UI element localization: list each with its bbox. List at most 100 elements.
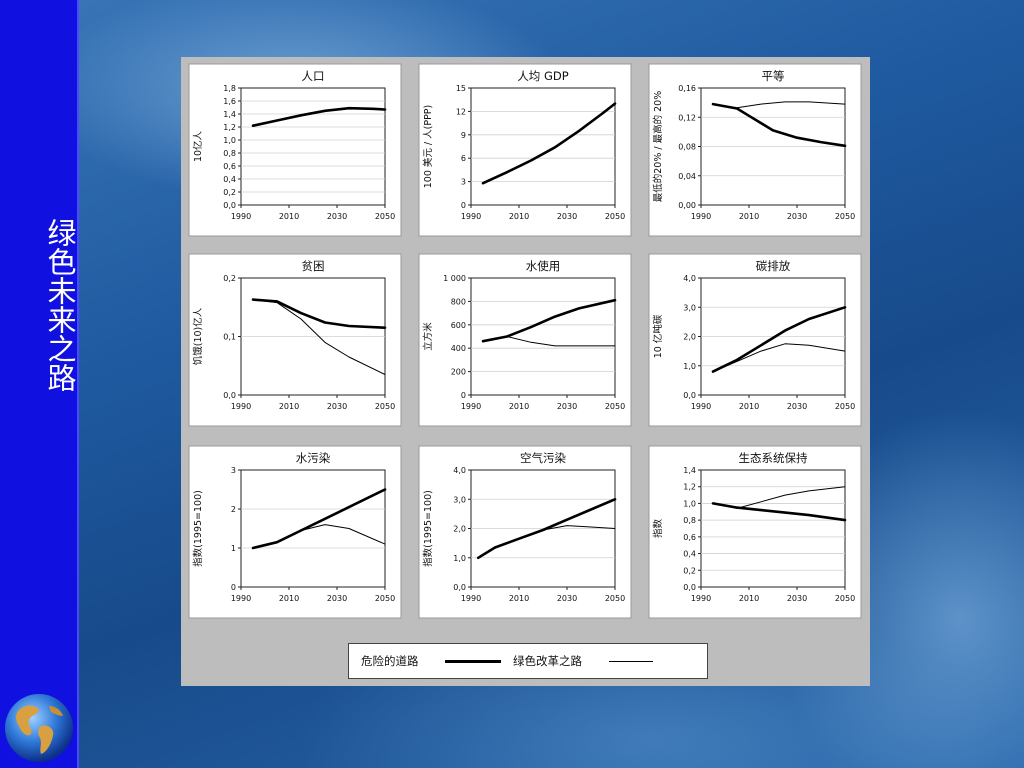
series-green-line bbox=[477, 525, 616, 559]
chart-title: 碳排放 bbox=[756, 259, 791, 273]
legend-thick-line bbox=[445, 660, 501, 663]
y-axis-label: 指数(1995=100) bbox=[422, 490, 434, 567]
y-tick-label: 4,0 bbox=[683, 274, 696, 283]
y-tick-label: 0,2 bbox=[223, 188, 236, 197]
x-tick-label: 2010 bbox=[279, 212, 299, 221]
x-tick-label: 2050 bbox=[605, 212, 625, 221]
y-tick-label: 2,0 bbox=[683, 333, 696, 342]
left-sidebar: 绿色未来之路 bbox=[0, 0, 79, 768]
x-tick-label: 2030 bbox=[327, 594, 347, 603]
x-tick-label: 2050 bbox=[605, 402, 625, 411]
x-tick-label: 2030 bbox=[787, 212, 807, 221]
chart-card bbox=[648, 253, 862, 427]
chart-card bbox=[648, 63, 862, 237]
y-tick-label: 0,4 bbox=[223, 175, 236, 184]
y-tick-label: 3 bbox=[461, 178, 466, 187]
series-green-line bbox=[252, 524, 386, 549]
chart-7: 水污染 0 1 2 3 1990 2010 2030 2050 指数(1995=100) bbox=[188, 445, 402, 619]
plot-frame bbox=[240, 469, 386, 588]
x-tick-label: 2050 bbox=[835, 402, 855, 411]
series-danger-line bbox=[711, 305, 847, 373]
chart-title: 水污染 bbox=[296, 451, 331, 465]
plot-frame bbox=[470, 277, 616, 396]
x-tick-label: 2010 bbox=[509, 594, 529, 603]
series-green-line bbox=[712, 343, 846, 373]
y-tick-label: 0,1 bbox=[223, 333, 236, 342]
chart-title: 空气污染 bbox=[520, 451, 566, 465]
y-tick-label: 400 bbox=[451, 344, 466, 353]
y-tick-label: 1,4 bbox=[683, 466, 696, 475]
y-tick-label: 3,0 bbox=[683, 303, 696, 312]
y-tick-label: 3,0 bbox=[453, 495, 466, 504]
x-tick-label: 1990 bbox=[461, 212, 481, 221]
y-tick-label: 4,0 bbox=[453, 466, 466, 475]
y-tick-label: 9 bbox=[461, 131, 466, 140]
x-tick-label: 1990 bbox=[691, 212, 711, 221]
y-tick-label: 0,16 bbox=[678, 84, 696, 93]
y-axis-label: 10 亿吨碳 bbox=[652, 314, 664, 358]
series-green-line bbox=[712, 101, 846, 109]
y-tick-label: 0,6 bbox=[683, 533, 696, 542]
y-tick-label: 0 bbox=[461, 391, 466, 400]
series-danger-line bbox=[711, 102, 847, 148]
y-tick-label: 0,0 bbox=[223, 201, 236, 210]
x-tick-label: 2010 bbox=[509, 212, 529, 221]
y-tick-label: 3 bbox=[231, 466, 236, 475]
y-tick-label: 0,12 bbox=[678, 113, 696, 122]
y-axis-label: 100 美元 / 人(PPP) bbox=[422, 105, 434, 189]
chart-2: 人均 GDP 0 3 6 9 12 15 1990 2010 2030 2050 100 美元 / 人… bbox=[418, 63, 632, 237]
y-tick-label: 1,4 bbox=[223, 110, 236, 119]
x-tick-label: 1990 bbox=[691, 402, 711, 411]
x-tick-label: 1990 bbox=[231, 594, 251, 603]
y-tick-label: 0,8 bbox=[683, 516, 696, 525]
y-tick-label: 1,0 bbox=[223, 136, 236, 145]
x-tick-label: 2010 bbox=[279, 402, 299, 411]
globe-icon bbox=[5, 694, 73, 762]
chart-title: 水使用 bbox=[526, 259, 561, 273]
y-tick-label: 0,0 bbox=[453, 583, 466, 592]
y-tick-label: 1,8 bbox=[223, 84, 236, 93]
y-tick-label: 0,8 bbox=[223, 149, 236, 158]
y-axis-label: 饥饿(10)亿人 bbox=[192, 307, 204, 365]
chart-card bbox=[188, 63, 402, 237]
series-danger-line bbox=[481, 102, 617, 185]
y-tick-label: 0,2 bbox=[223, 274, 236, 283]
plot-frame bbox=[700, 469, 846, 588]
y-tick-label: 0,0 bbox=[223, 391, 236, 400]
y-tick-label: 0 bbox=[231, 583, 236, 592]
plot-frame bbox=[470, 87, 616, 206]
y-tick-label: 1 000 bbox=[443, 274, 466, 283]
series-green-line bbox=[712, 486, 846, 509]
x-tick-label: 1990 bbox=[231, 402, 251, 411]
y-tick-label: 6 bbox=[461, 154, 466, 163]
chart-title: 人均 GDP bbox=[517, 69, 568, 83]
legend-green-label: 绿色改革之路 bbox=[513, 654, 582, 668]
figure-panel: 人口 0,0 0,2 0,4 0,6 0,8 1,0 1,2 1,4 1,6 1,8 1990 2010… bbox=[181, 57, 870, 686]
chart-title: 平等 bbox=[762, 69, 785, 83]
legend-thin-line bbox=[609, 661, 653, 662]
chart-3: 平等 0,00 0,04 0,08 0,12 0,16 1990 2010 2030 2050 最低… bbox=[648, 63, 862, 237]
x-tick-label: 1990 bbox=[461, 402, 481, 411]
y-tick-label: 1,2 bbox=[683, 483, 696, 492]
y-tick-label: 1,0 bbox=[453, 554, 466, 563]
x-tick-label: 2030 bbox=[557, 402, 577, 411]
y-axis-label: 最低的20% / 最高的 20% bbox=[652, 91, 664, 203]
y-tick-label: 0,08 bbox=[678, 143, 696, 152]
y-tick-label: 12 bbox=[456, 107, 466, 116]
y-tick-label: 0,00 bbox=[678, 201, 696, 210]
x-tick-label: 2030 bbox=[557, 212, 577, 221]
x-tick-label: 2050 bbox=[375, 212, 395, 221]
y-tick-label: 600 bbox=[451, 321, 466, 330]
y-tick-label: 1,0 bbox=[683, 362, 696, 371]
chart-card bbox=[418, 63, 632, 237]
x-tick-label: 2030 bbox=[327, 212, 347, 221]
y-axis-label: 10亿人 bbox=[192, 130, 204, 162]
slide-title: 绿色未来之路 bbox=[43, 218, 77, 392]
y-tick-label: 800 bbox=[451, 297, 466, 306]
chart-1: 人口 0,0 0,2 0,4 0,6 0,8 1,0 1,2 1,4 1,6 1,8 1990 2010… bbox=[188, 63, 402, 237]
x-tick-label: 2050 bbox=[835, 594, 855, 603]
chart-title: 人口 bbox=[302, 69, 325, 83]
chart-6: 碳排放 0,0 1,0 2,0 3,0 4,0 1990 2010 2030 2050 10 亿吨碳 bbox=[648, 253, 862, 427]
y-tick-label: 0,0 bbox=[683, 391, 696, 400]
x-tick-label: 1990 bbox=[691, 594, 711, 603]
